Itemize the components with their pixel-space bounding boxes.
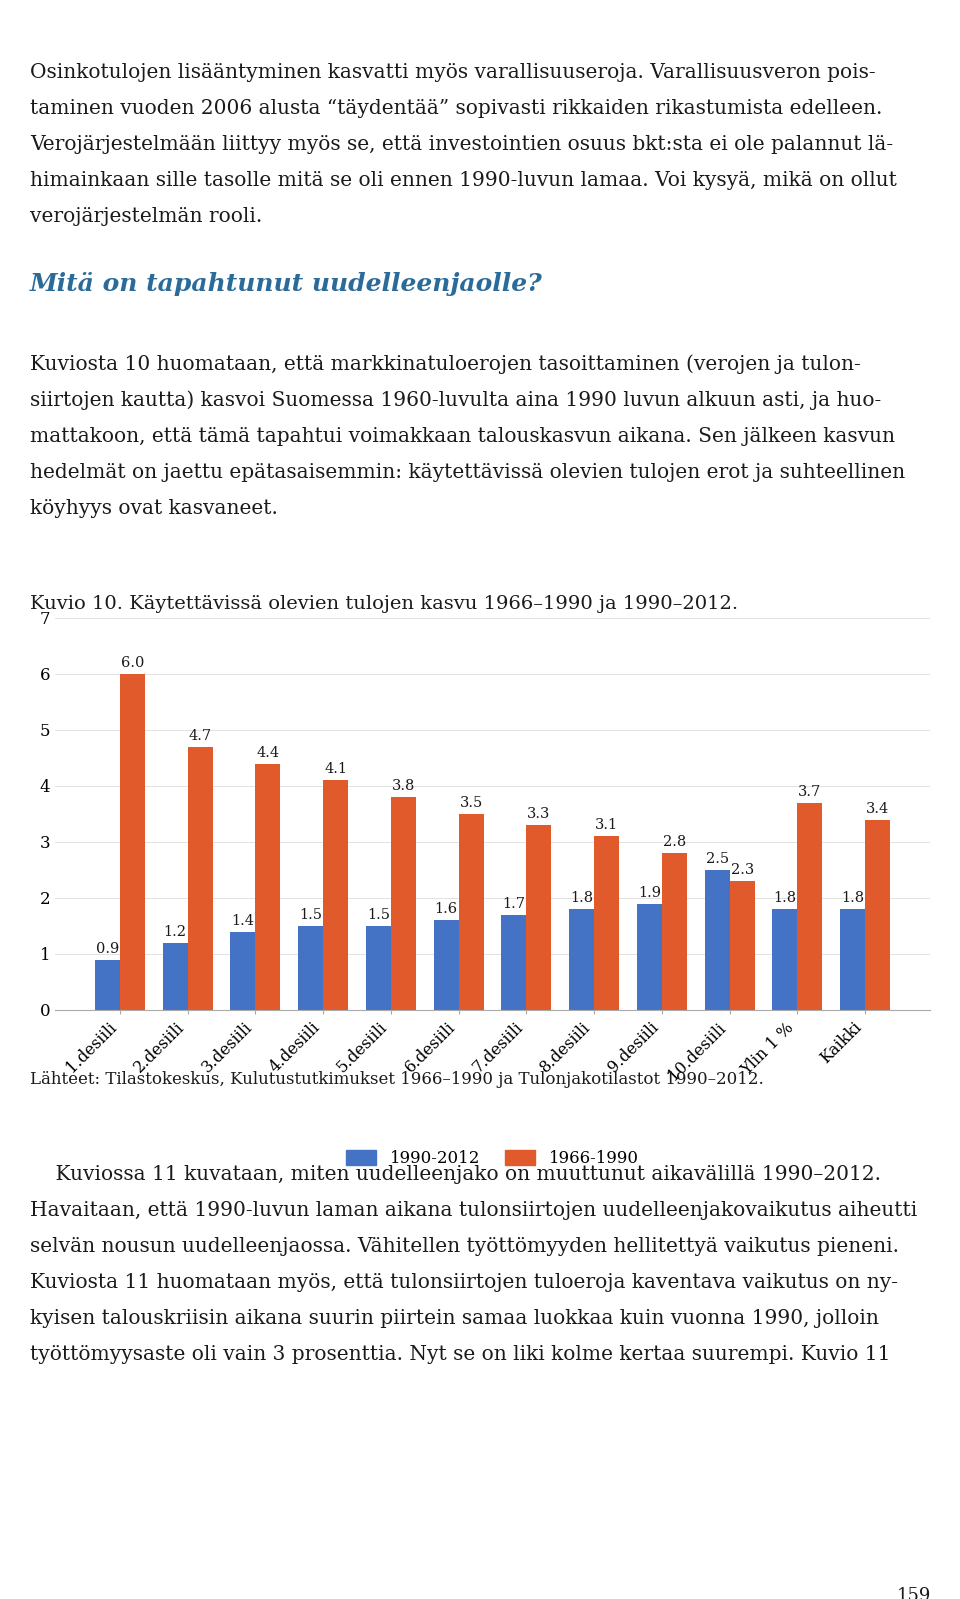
Text: 3.1: 3.1 [595,819,618,833]
Bar [501,915,526,1011]
Text: 4.1: 4.1 [324,763,348,777]
Text: hedelmät on jaettu epätasaisemmin: käytettävissä olevien tulojen erot ja suhteel: hedelmät on jaettu epätasaisemmin: käyte… [30,464,905,481]
Text: 3.4: 3.4 [866,801,889,815]
Text: köyhyys ovat kasvaneet.: köyhyys ovat kasvaneet. [30,499,277,518]
Bar [120,675,145,1011]
Text: 1.7: 1.7 [502,897,525,911]
Bar [840,910,865,1011]
Text: 1.2: 1.2 [163,924,186,939]
Text: selvän nousun uudelleenjaossa. Vähitellen työttömyyden hellitettyä vaikutus pien: selvän nousun uudelleenjaossa. Vähitelle… [30,1238,899,1255]
Legend: 1990-2012, 1966-1990: 1990-2012, 1966-1990 [340,1143,645,1174]
Text: Havaitaan, että 1990-luvun laman aikana tulonsiirtojen uudelleenjakovaikutus aih: Havaitaan, että 1990-luvun laman aikana … [30,1201,917,1220]
Bar [162,943,187,1011]
Bar [230,932,255,1011]
Text: Mitä on tapahtunut uudelleenjaolle?: Mitä on tapahtunut uudelleenjaolle? [30,272,542,296]
Text: 1.8: 1.8 [774,891,797,905]
Bar [569,910,594,1011]
Text: 1.8: 1.8 [841,891,864,905]
Text: työttömyysaste oli vain 3 prosenttia. Nyt se on liki kolme kertaa suurempi. Kuvi: työttömyysaste oli vain 3 prosenttia. Ny… [30,1345,891,1364]
Bar [255,764,280,1011]
Text: Osinkotulojen lisääntyminen kasvatti myös varallisuuseroja. Varallisuusveron poi: Osinkotulojen lisääntyminen kasvatti myö… [30,62,876,82]
Bar [526,825,551,1011]
Text: Kuvio 10. Käytettävissä olevien tulojen kasvu 1966–1990 ja 1990–2012.: Kuvio 10. Käytettävissä olevien tulojen … [30,595,738,612]
Text: 1.5: 1.5 [300,908,322,923]
Text: 1.8: 1.8 [570,891,593,905]
Text: 1.6: 1.6 [435,902,458,916]
Bar [636,903,661,1011]
Text: kyisen talouskriisin aikana suurin piirtein samaa luokkaa kuin vuonna 1990, joll: kyisen talouskriisin aikana suurin piirt… [30,1310,878,1327]
Bar [95,959,120,1011]
Text: 2.8: 2.8 [662,835,686,849]
Text: 1.4: 1.4 [231,913,254,927]
Text: 3.8: 3.8 [392,779,415,793]
Text: Kuviosta 10 huomataan, että markkinatuloerojen tasoittaminen (verojen ja tulon-: Kuviosta 10 huomataan, että markkinatulo… [30,355,861,374]
Bar [730,881,755,1011]
Text: 3.5: 3.5 [460,796,483,811]
Text: 0.9: 0.9 [96,942,119,956]
Bar [865,820,890,1011]
Bar [434,921,459,1011]
Bar [298,926,324,1011]
Text: Kuviosta 11 huomataan myös, että tulonsiirtojen tuloeroja kaventava vaikutus on : Kuviosta 11 huomataan myös, että tulonsi… [30,1273,898,1292]
Text: 1.5: 1.5 [367,908,390,923]
Text: Verojärjestelmään liittyy myös se, että investointien osuus bkt:sta ei ole palan: Verojärjestelmään liittyy myös se, että … [30,134,893,154]
Text: verojärjestelmän rooli.: verojärjestelmän rooli. [30,206,262,225]
Bar [459,814,484,1011]
Text: himainkaan sille tasolle mitä se oli ennen 1990-luvun lamaa. Voi kysyä, mikä on : himainkaan sille tasolle mitä se oli enn… [30,171,897,190]
Bar [391,798,416,1011]
Text: Kuviossa 11 kuvataan, miten uudelleenjako on muuttunut aikavälillä 1990–2012.: Kuviossa 11 kuvataan, miten uudelleenjak… [30,1166,881,1183]
Text: 3.7: 3.7 [799,785,822,800]
Bar [798,803,823,1011]
Text: 2.3: 2.3 [731,863,754,878]
Bar [705,870,730,1011]
Text: taminen vuoden 2006 alusta “täydentää” sopivasti rikkaiden rikastumista edelleen: taminen vuoden 2006 alusta “täydentää” s… [30,99,882,118]
Text: mattakoon, että tämä tapahtui voimakkaan talouskasvun aikana. Sen jälkeen kasvun: mattakoon, että tämä tapahtui voimakkaan… [30,427,895,446]
Text: 3.3: 3.3 [527,807,551,822]
Bar [324,780,348,1011]
Text: Lähteet: Tilastokeskus, Kulutustutkimukset 1966–1990 ja Tulonjakotilastot 1990–2: Lähteet: Tilastokeskus, Kulutustutkimuks… [30,1071,764,1087]
Text: siirtojen kautta) kasvoi Suomessa 1960-luvulta aina 1990 luvun alkuun asti, ja h: siirtojen kautta) kasvoi Suomessa 1960-l… [30,390,881,409]
Text: 4.4: 4.4 [256,745,279,760]
Bar [366,926,391,1011]
Text: 6.0: 6.0 [121,656,144,670]
Bar [187,747,213,1011]
Text: 4.7: 4.7 [188,729,212,744]
Bar [594,836,619,1011]
Bar [661,854,687,1011]
Text: 159: 159 [897,1586,931,1599]
Bar [773,910,798,1011]
Text: 1.9: 1.9 [637,886,660,900]
Text: 2.5: 2.5 [706,852,729,867]
